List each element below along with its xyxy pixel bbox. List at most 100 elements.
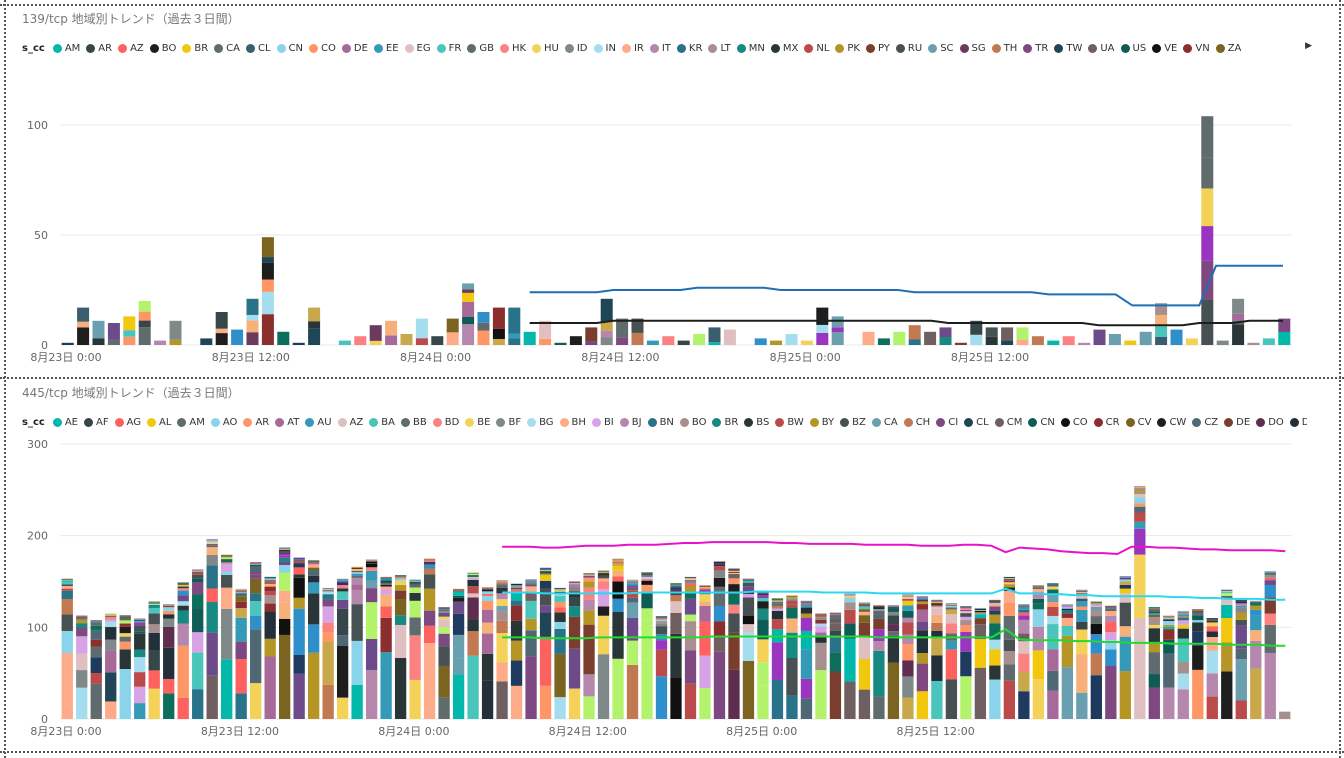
- legend-item-ao[interactable]: AO: [210, 417, 237, 428]
- legend-item-ca[interactable]: CA: [214, 43, 240, 54]
- legend-item-at[interactable]: AT: [275, 417, 299, 428]
- legend-item-cv[interactable]: CV: [1125, 417, 1151, 428]
- legend-item-py[interactable]: PY: [866, 43, 890, 54]
- legend-item-co[interactable]: CO: [1060, 417, 1088, 428]
- legend-item-gb[interactable]: GB: [467, 43, 494, 54]
- legend-item-ar[interactable]: AR: [243, 417, 269, 428]
- legend-item-ba[interactable]: BA: [369, 417, 395, 428]
- bar-segment: [887, 611, 900, 616]
- legend-item-cr[interactable]: CR: [1093, 417, 1120, 428]
- legend-item-de[interactable]: DE: [341, 43, 368, 54]
- legend-item-fr[interactable]: FR: [436, 43, 461, 54]
- bar-stack: [1201, 116, 1214, 345]
- legend-item-de[interactable]: DE: [1224, 417, 1250, 428]
- legend-item-az[interactable]: AZ: [118, 43, 144, 54]
- legend-item-id[interactable]: ID: [564, 43, 588, 54]
- legend-item-ee[interactable]: EE: [373, 43, 399, 54]
- legend-item-ua[interactable]: UA: [1088, 43, 1115, 54]
- bar-segment: [221, 659, 233, 719]
- legend-item-bw[interactable]: BW: [775, 417, 804, 428]
- legend-item-al[interactable]: AL: [147, 417, 171, 428]
- bar-segment: [728, 578, 740, 585]
- legend-item-am[interactable]: AM: [177, 417, 205, 428]
- legend-item-ae[interactable]: AE: [52, 417, 78, 428]
- legend-item-in[interactable]: IN: [593, 43, 616, 54]
- legend-item-do[interactable]: DO: [1256, 417, 1284, 428]
- legend-445[interactable]: s_cc AE AF AG AL AM AO AR AT AU AZ BA BB BD BE BF BG BH B…: [22, 414, 1307, 430]
- legend-item-lt[interactable]: LT: [708, 43, 731, 54]
- legend-item-ve[interactable]: VE: [1152, 43, 1177, 54]
- legend-item-hk[interactable]: HK: [499, 43, 526, 54]
- legend-item-sg[interactable]: SG: [959, 43, 986, 54]
- bar-segment: [477, 322, 490, 331]
- legend-item-sc[interactable]: SC: [928, 43, 954, 54]
- legend-item-bo[interactable]: BO: [679, 417, 706, 428]
- bar-segment: [177, 586, 189, 589]
- bar-segment: [76, 619, 88, 624]
- legend-item-mx[interactable]: MX: [770, 43, 798, 54]
- legend-item-ar[interactable]: AR: [86, 43, 112, 54]
- bar-segment: [307, 567, 320, 571]
- bar-segment: [336, 585, 349, 589]
- legend-item-tw[interactable]: TW: [1054, 43, 1082, 54]
- bar-segment: [655, 640, 668, 650]
- legend-item-by[interactable]: BY: [809, 417, 834, 428]
- legend-next-arrow-icon[interactable]: ▶: [1305, 41, 1312, 51]
- bar-segment: [1090, 623, 1102, 635]
- legend-item-cw[interactable]: CW: [1157, 417, 1186, 428]
- legend-item-bo[interactable]: BO: [149, 43, 176, 54]
- bar-segment: [76, 618, 88, 620]
- legend-item-co[interactable]: CO: [309, 43, 336, 54]
- legend-item-ag[interactable]: AG: [114, 417, 141, 428]
- legend-item-us[interactable]: US: [1120, 43, 1146, 54]
- legend-item-za[interactable]: ZA: [1215, 43, 1241, 54]
- legend-item-kr[interactable]: KR: [676, 43, 702, 54]
- legend-item-it[interactable]: IT: [649, 43, 671, 54]
- legend-item-pk[interactable]: PK: [835, 43, 860, 54]
- legend-item-bs[interactable]: BS: [744, 417, 769, 428]
- legend-item-be[interactable]: BE: [465, 417, 490, 428]
- legend-item-au[interactable]: AU: [305, 417, 332, 428]
- legend-item-br[interactable]: BR: [182, 43, 208, 54]
- legend-item-tr[interactable]: TR: [1023, 43, 1048, 54]
- legend-item-nl[interactable]: NL: [804, 43, 829, 54]
- legend-item-az[interactable]: AZ: [337, 417, 363, 428]
- bar-segment: [1105, 605, 1117, 606]
- legend-item-bb[interactable]: BB: [401, 417, 427, 428]
- legend-item-mn[interactable]: MN: [736, 43, 765, 54]
- legend-item-ci[interactable]: CI: [936, 417, 958, 428]
- legend-item-af[interactable]: AF: [83, 417, 109, 428]
- legend-item-bf[interactable]: BF: [496, 417, 521, 428]
- bar-segment: [510, 605, 523, 621]
- legend-item-th[interactable]: TH: [991, 43, 1017, 54]
- legend-item-eg[interactable]: EG: [404, 43, 431, 54]
- legend-item-cn[interactable]: CN: [1028, 417, 1055, 428]
- legend-item-vn[interactable]: VN: [1183, 43, 1210, 54]
- legend-item-bj[interactable]: BJ: [619, 417, 642, 428]
- legend-item-hu[interactable]: HU: [532, 43, 559, 54]
- bar-segment: [163, 604, 175, 606]
- legend-item-dz[interactable]: DZ: [1289, 417, 1307, 428]
- legend-item-bh[interactable]: BH: [559, 417, 586, 428]
- legend-item-bn[interactable]: BN: [647, 417, 674, 428]
- legend-item-cz[interactable]: CZ: [1192, 417, 1218, 428]
- legend-item-ru[interactable]: RU: [895, 43, 922, 54]
- legend-item-ir[interactable]: IR: [621, 43, 644, 54]
- legend-item-cl[interactable]: CL: [964, 417, 989, 428]
- legend-item-cn[interactable]: CN: [276, 43, 303, 54]
- legend-item-bz[interactable]: BZ: [840, 417, 866, 428]
- legend-dot-icon: [928, 43, 938, 53]
- legend-item-br[interactable]: BR: [712, 417, 738, 428]
- legend-item-cm[interactable]: CM: [994, 417, 1022, 428]
- legend-item-ca[interactable]: CA: [871, 417, 898, 428]
- legend-139[interactable]: s_cc AM AR AZ BO BR CA CL CN CO DE EE EG FR GB HK HU ID I…: [22, 40, 1307, 56]
- legend-item-ch[interactable]: CH: [903, 417, 930, 428]
- legend-item-bg[interactable]: BG: [527, 417, 554, 428]
- legend-item-cl[interactable]: CL: [245, 43, 271, 54]
- bar-segment: [293, 673, 305, 719]
- legend-item-bi[interactable]: BI: [591, 417, 614, 428]
- legend-item-bd[interactable]: BD: [432, 417, 459, 428]
- legend-label: HU: [544, 42, 559, 54]
- legend-item-am[interactable]: AM: [52, 43, 80, 54]
- bar-segment: [931, 614, 943, 623]
